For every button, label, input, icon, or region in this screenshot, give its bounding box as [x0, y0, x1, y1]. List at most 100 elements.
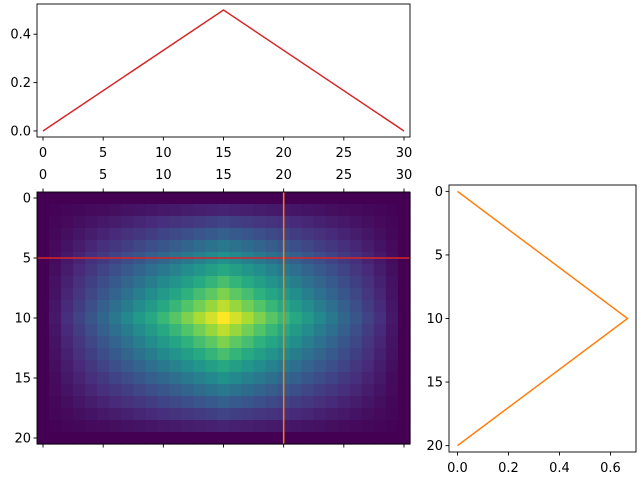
heatmap-cell	[241, 192, 255, 205]
heatmap-cell	[157, 240, 170, 253]
heatmap-cell	[361, 420, 375, 433]
heatmap-cell	[325, 300, 339, 313]
heatmap-cell	[289, 240, 303, 253]
heatmap-cell	[109, 276, 122, 289]
heatmap-cell	[169, 264, 182, 277]
heatmap-cell	[73, 276, 86, 289]
heatmap-cell	[61, 312, 74, 325]
right-x-tick-label: 0.4	[549, 461, 570, 476]
heatmap-cell	[109, 228, 122, 241]
heatmap-cell	[205, 312, 219, 325]
heatmap-cell	[325, 312, 339, 325]
heatmap-cell	[385, 348, 399, 361]
heatmap-cell	[85, 276, 98, 289]
heatmap-cell	[397, 372, 411, 385]
heatmap-cell	[73, 348, 86, 361]
heatmap-cell	[169, 408, 182, 421]
heatmap-cell	[217, 240, 231, 253]
heatmap-cell	[385, 324, 399, 337]
heatmap-cell	[253, 384, 267, 397]
heatmap-cell	[289, 348, 303, 361]
heatmap-cell	[217, 264, 231, 277]
heatmap-cell	[73, 372, 86, 385]
heatmap-cell	[85, 204, 98, 217]
heatmap-cell	[373, 372, 387, 385]
heatmap-cell	[265, 300, 279, 313]
heatmap-cell	[337, 192, 351, 205]
heatmap-cell	[169, 372, 182, 385]
heatmap-cell	[325, 420, 339, 433]
heatmap-cell	[265, 432, 279, 445]
heatmap-cell	[325, 324, 339, 337]
heatmap-cell	[265, 360, 279, 373]
heatmap-cell	[361, 324, 375, 337]
heatmap-cell	[193, 348, 207, 361]
heatmap-cell	[61, 396, 74, 409]
heatmap-cell	[193, 372, 207, 385]
heatmap-cell	[169, 360, 182, 373]
heatmap-cell	[373, 228, 387, 241]
right-axes-frame	[448, 184, 637, 453]
heatmap-cell	[289, 288, 303, 301]
heatmap-cell	[121, 216, 134, 229]
heatmap-cell	[349, 204, 363, 217]
heatmap-cell	[205, 300, 219, 313]
heatmap-cell	[169, 192, 182, 205]
heatmap-cell	[313, 432, 327, 445]
heatmap-cell	[37, 420, 50, 433]
heatmap-cell	[37, 192, 50, 205]
heatmap-cell	[49, 396, 62, 409]
right-x-tick-label: 0.6	[600, 461, 621, 476]
heatmap-cell	[85, 300, 98, 313]
top-profile-line	[42, 9, 405, 132]
heatmap-cell	[349, 384, 363, 397]
heatmap-cell	[97, 384, 110, 397]
heatmap-cell	[61, 408, 74, 421]
heatmap-cell	[361, 276, 375, 289]
top-x-tick-label: 10	[155, 146, 172, 161]
heatmap-cell	[385, 396, 399, 409]
heatmap-cell	[289, 228, 303, 241]
heatmap-cell	[121, 276, 134, 289]
heatmap-cell	[49, 348, 62, 361]
heatmap-cell	[157, 264, 170, 277]
heatmap-cell	[193, 288, 207, 301]
heatmap-cell	[181, 312, 195, 325]
heatmap-cell	[193, 420, 207, 433]
heatmap-cell	[85, 384, 98, 397]
heatmap-cell	[73, 228, 86, 241]
heatmap-cell	[373, 312, 387, 325]
heatmap-cell	[109, 432, 122, 445]
heatmap-cell	[289, 396, 303, 409]
heatmap-cell	[313, 408, 327, 421]
heatmap-cell	[265, 276, 279, 289]
heatmap-cell	[313, 384, 327, 397]
heatmap-cell	[253, 348, 267, 361]
heatmap-cell	[301, 432, 315, 445]
heatmap-cell	[49, 312, 62, 325]
heatmap-cell	[121, 396, 134, 409]
heatmap-cell	[145, 408, 158, 421]
heatmap-cell	[289, 276, 303, 289]
heatmap-cell	[361, 336, 375, 349]
heatmap-cell	[265, 264, 279, 277]
heatmap-cell	[229, 360, 243, 373]
heatmap-cell	[337, 396, 351, 409]
heatmap-cell	[397, 192, 411, 205]
heatmap-cell	[289, 360, 303, 373]
heatmap-cell	[145, 324, 158, 337]
heatmap-cell	[313, 336, 327, 349]
heatmap-cell	[61, 240, 74, 253]
heatmap-cell	[37, 372, 50, 385]
heatmap-cell	[85, 192, 98, 205]
heatmap-cell	[253, 408, 267, 421]
heatmap-cell	[325, 348, 339, 361]
heatmap-cell	[145, 264, 158, 277]
heatmap-cell	[373, 348, 387, 361]
heatmap-cell	[229, 276, 243, 289]
heatmap-cell	[145, 420, 158, 433]
heatmap-cell	[85, 372, 98, 385]
heatmap-cell	[217, 408, 231, 421]
heatmap-cell	[397, 432, 411, 445]
